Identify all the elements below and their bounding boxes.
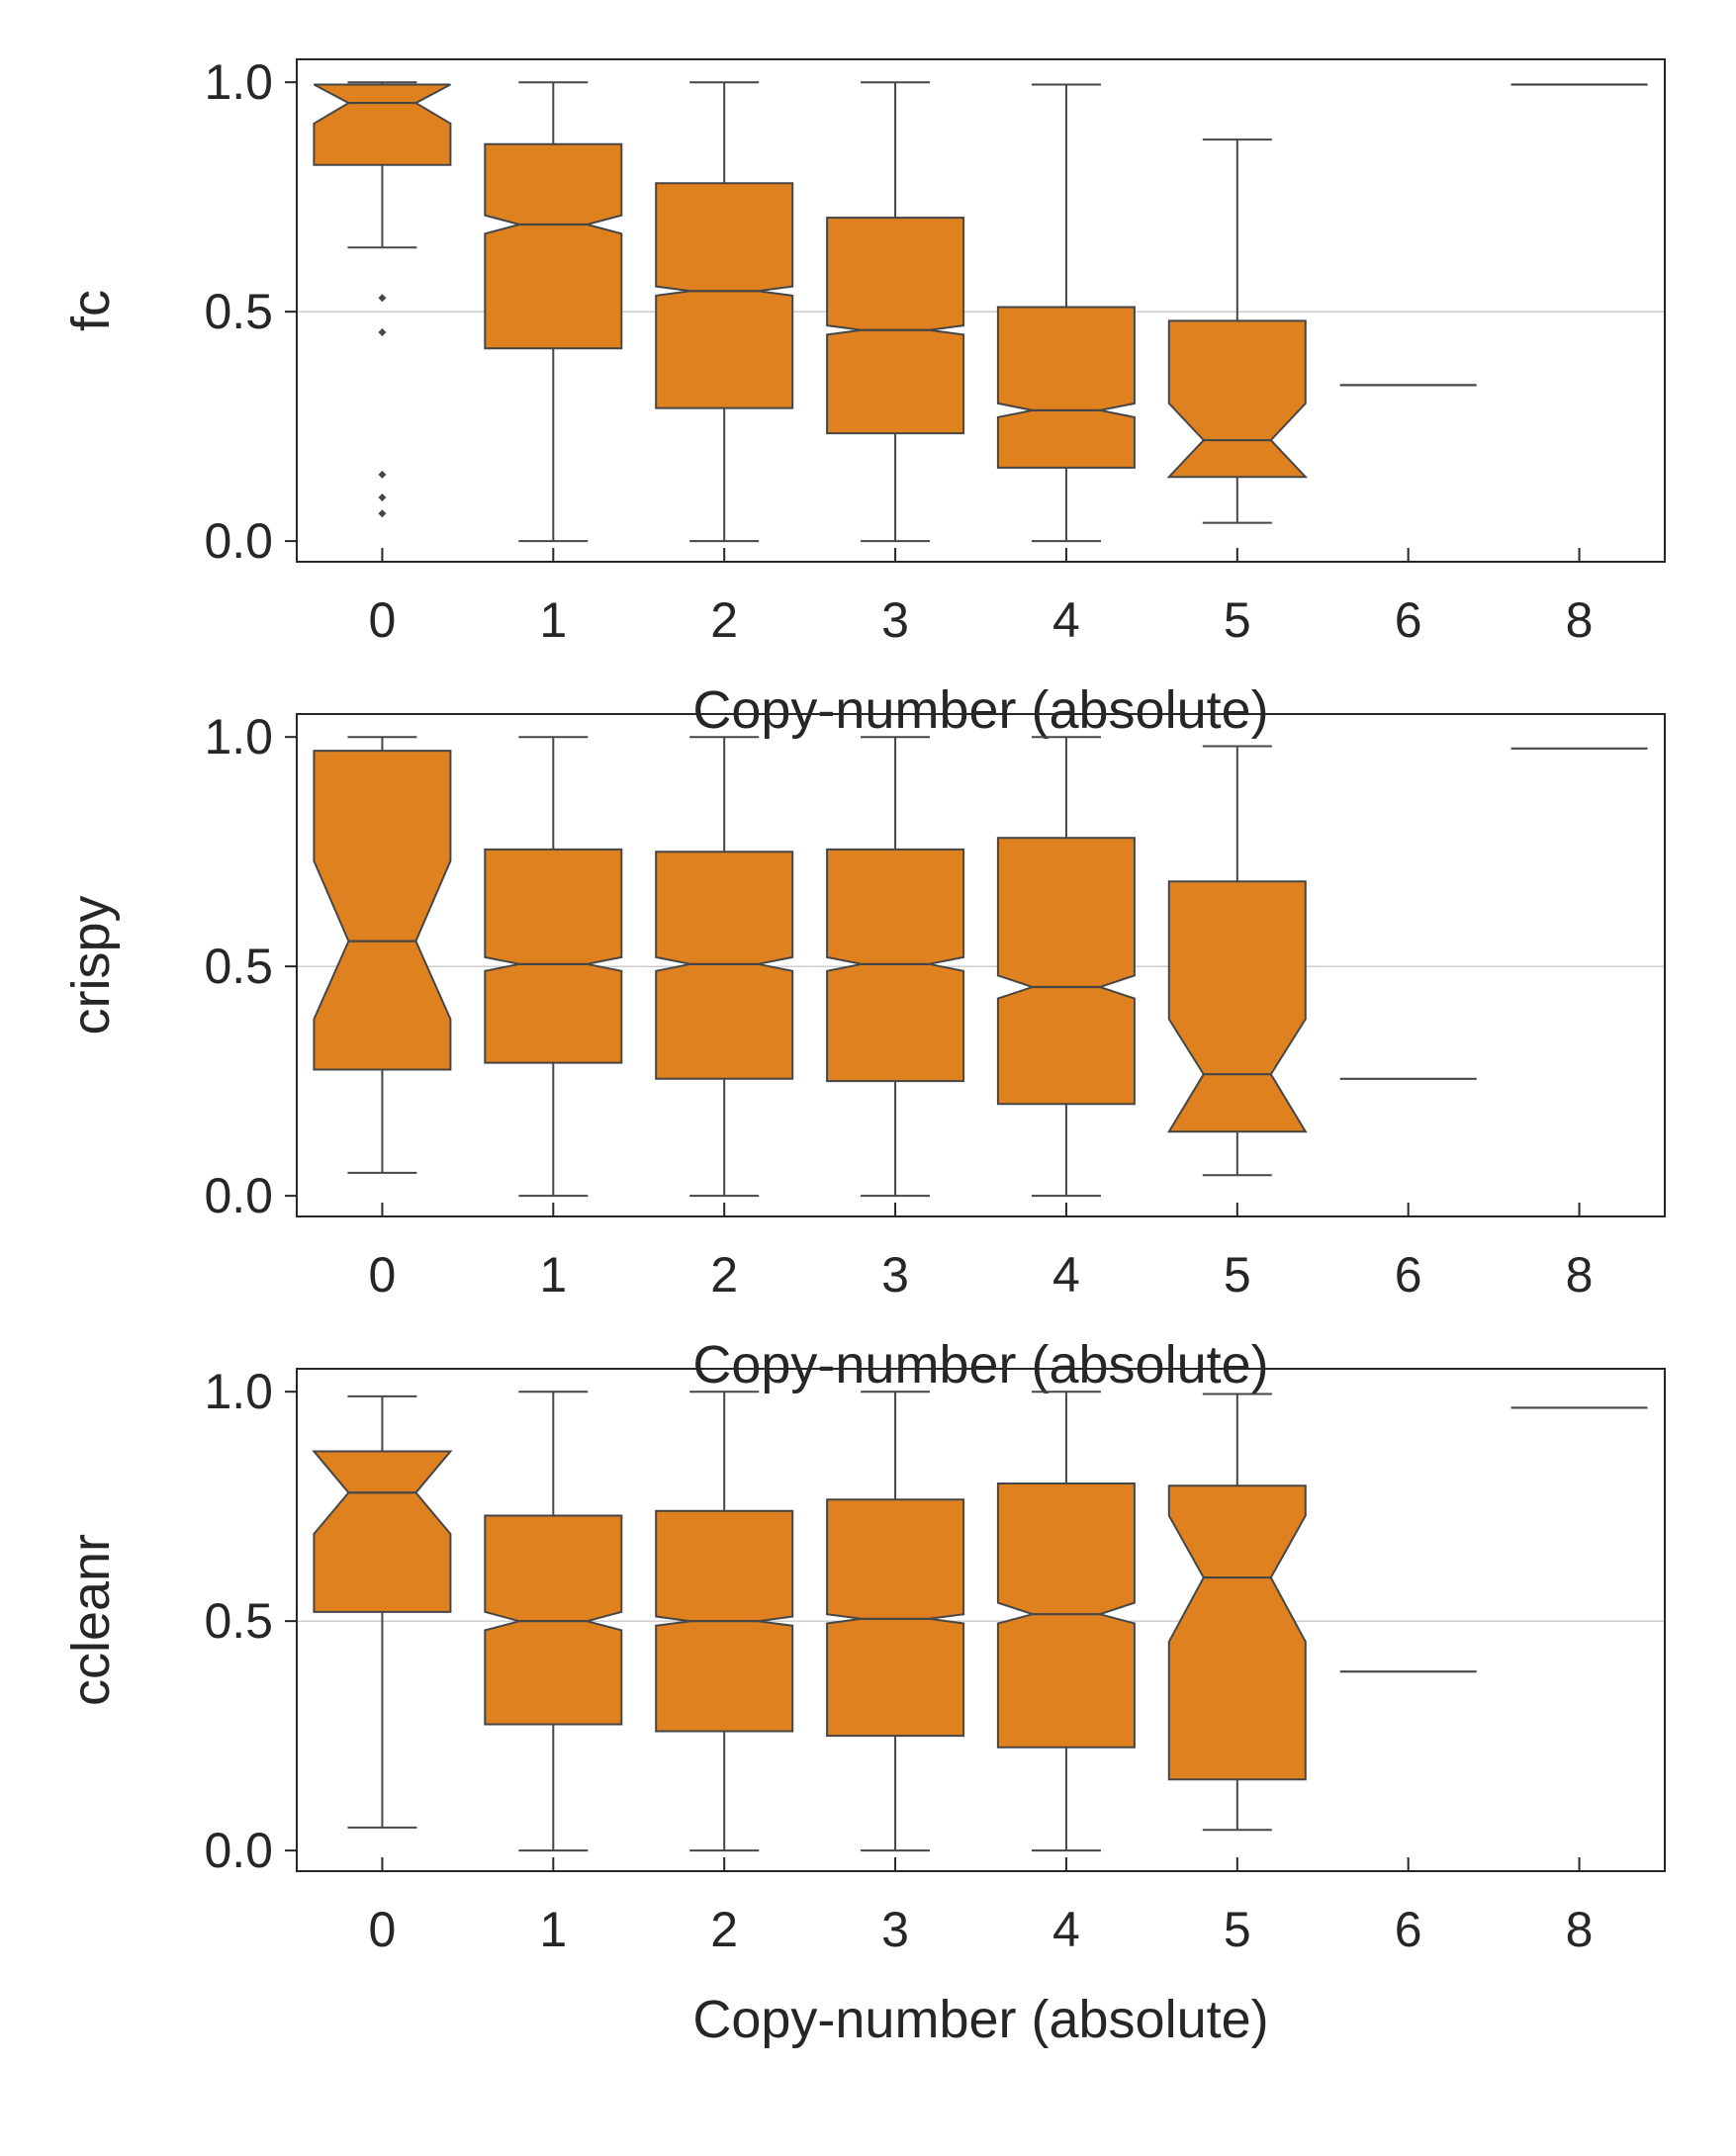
- x-tick-label: 4: [1052, 1247, 1080, 1303]
- notched-box: [655, 182, 794, 409]
- box-fc-0: [313, 81, 452, 518]
- x-tick-label: 1: [539, 592, 567, 648]
- x-tick-label: 6: [1395, 1902, 1422, 1957]
- x-axis-label: Copy-number (absolute): [692, 680, 1268, 740]
- y-tick-label: 1.0: [204, 709, 273, 764]
- notched-box: [312, 1450, 453, 1613]
- x-tick-label: 0: [369, 1902, 397, 1957]
- x-tick-label: 2: [710, 592, 738, 648]
- notched-box: [484, 848, 623, 1064]
- notched-box: [826, 217, 965, 435]
- axes-frame: [296, 1368, 1666, 1872]
- box-ccleanr-4: [996, 1391, 1136, 1852]
- x-tick-label: 0: [369, 1247, 397, 1303]
- notched-box: [996, 1482, 1136, 1749]
- notched-box: [826, 1498, 965, 1738]
- y-tick-label: 0.5: [204, 939, 273, 994]
- y-tick-label: 1.0: [204, 54, 273, 110]
- x-tick-label: 6: [1395, 592, 1422, 648]
- y-axis-label: ccleanr: [61, 1534, 121, 1706]
- x-tick-label: 2: [710, 1902, 738, 1957]
- notched-box: [484, 1514, 623, 1726]
- box-crispy-0: [313, 736, 452, 1174]
- outlier-point: [378, 470, 387, 479]
- x-axis-label: Copy-number (absolute): [692, 1990, 1268, 2049]
- box-fc-1: [484, 81, 623, 543]
- y-tick-label: 0.5: [204, 284, 273, 339]
- box-fc-5: [1166, 138, 1309, 524]
- y-tick-label: 0.5: [204, 1593, 273, 1649]
- y-tick-label: 1.0: [204, 1364, 273, 1419]
- x-tick-label: 3: [881, 1247, 909, 1303]
- notched-box: [313, 750, 452, 1071]
- notched-box: [655, 851, 794, 1080]
- y-tick-label: 0.0: [204, 1823, 273, 1878]
- notched-box: [1167, 1484, 1307, 1781]
- notched-box: [826, 848, 965, 1083]
- notched-box: [996, 837, 1136, 1106]
- x-tick-label: 3: [881, 592, 909, 648]
- box-fc-3: [826, 81, 965, 543]
- box-fc-2: [655, 81, 794, 543]
- x-tick-label: 1: [539, 1247, 567, 1303]
- box-ccleanr-5: [1167, 1392, 1307, 1832]
- y-tick-label: 0.0: [204, 1168, 273, 1223]
- outlier-point: [378, 494, 387, 502]
- notched-box: [484, 142, 623, 350]
- y-tick-label: 0.0: [204, 513, 273, 569]
- notched-box: [1167, 880, 1308, 1133]
- outlier-point: [378, 328, 387, 337]
- x-tick-label: 5: [1224, 592, 1251, 648]
- x-tick-label: 5: [1224, 1902, 1251, 1957]
- box-crispy-1: [484, 736, 623, 1198]
- x-tick-label: 8: [1566, 1247, 1594, 1303]
- box-ccleanr-1: [484, 1391, 623, 1852]
- chart-panel-fc: 0.0 0.5 1.0 0 1 2 3 4 5 6 8 fc Copy-number (absolute…: [61, 54, 1666, 740]
- y-axis-label: fc: [61, 290, 121, 331]
- box-crispy-4: [996, 736, 1136, 1198]
- notched-box: [996, 306, 1136, 469]
- x-tick-label: 5: [1224, 1247, 1251, 1303]
- x-tick-label: 0: [369, 592, 397, 648]
- x-tick-label: 4: [1052, 592, 1080, 648]
- notched-box: [313, 83, 452, 166]
- x-tick-label: 8: [1566, 592, 1594, 648]
- outlier-point: [378, 509, 387, 518]
- box-crispy-5: [1167, 745, 1308, 1177]
- outlier-point: [378, 294, 387, 303]
- x-tick-label: 1: [539, 1902, 567, 1957]
- x-tick-label: 3: [881, 1902, 909, 1957]
- box-crispy-2: [655, 736, 794, 1198]
- x-tick-label: 6: [1395, 1247, 1422, 1303]
- axes-frame: [296, 713, 1666, 1217]
- notched-box: [1166, 319, 1309, 479]
- x-axis-label: Copy-number (absolute): [692, 1335, 1268, 1394]
- x-tick-label: 4: [1052, 1902, 1080, 1957]
- x-tick-label: 2: [710, 1247, 738, 1303]
- box-fc-4: [996, 83, 1136, 543]
- axes-frame: [296, 58, 1666, 563]
- box-crispy-3: [826, 736, 965, 1198]
- y-axis-label: crispy: [61, 895, 121, 1034]
- box-ccleanr-3: [826, 1391, 965, 1852]
- box-ccleanr-2: [655, 1391, 794, 1852]
- chart-panel-crispy: 0.0 0.5 1.0 0 1 2 3 4 5 6 8 crispy Copy-number (abso…: [61, 709, 1666, 1394]
- chart-panel-ccleanr: 0.0 0.5 1.0 0 1 2 3 4 5 6 8 ccleanr Copy-number (abs…: [61, 1364, 1666, 2049]
- box-ccleanr-0: [312, 1394, 453, 1829]
- x-tick-label: 8: [1566, 1902, 1594, 1957]
